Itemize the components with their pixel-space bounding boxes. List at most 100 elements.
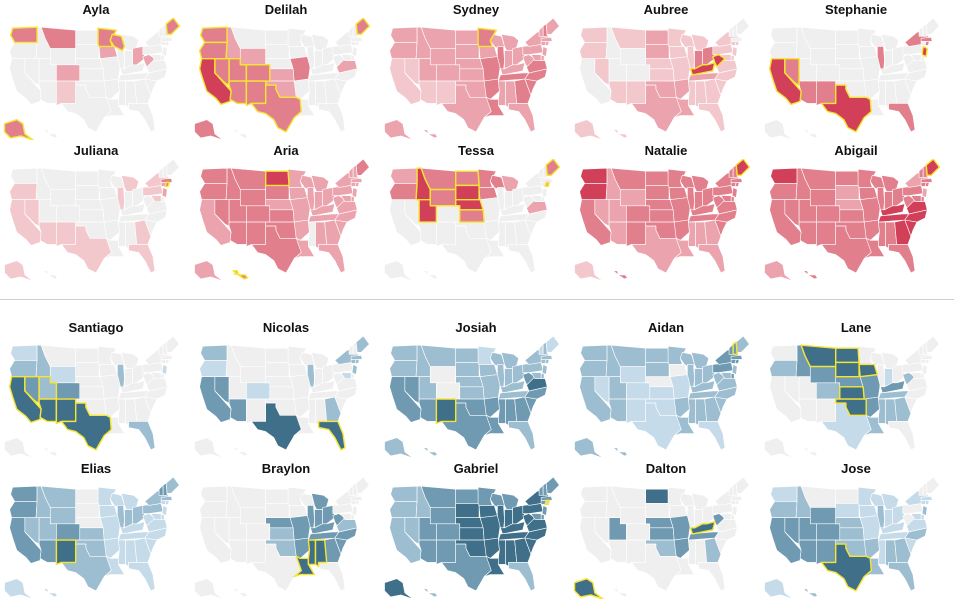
state-ks: [839, 209, 865, 223]
state-hi: [802, 447, 818, 457]
state-nd: [265, 488, 290, 504]
state-wv: [522, 513, 536, 527]
state-ak: [574, 437, 604, 458]
state-nj: [351, 364, 358, 375]
us-state-map: [194, 336, 370, 458]
state-me: [355, 477, 370, 494]
state-ar: [483, 219, 500, 241]
state-hi: [612, 270, 628, 280]
state-nm: [626, 80, 647, 106]
state-ok: [834, 398, 867, 417]
state-ar: [293, 396, 310, 418]
state-md: [150, 195, 162, 203]
state-or: [9, 183, 38, 200]
state-me: [545, 336, 560, 353]
state-oh: [892, 187, 906, 207]
state-oh: [892, 46, 906, 66]
state-wa: [580, 26, 608, 43]
state-md: [910, 513, 922, 521]
state-ak: [764, 119, 794, 140]
state-ks: [79, 209, 105, 223]
state-nm: [626, 398, 647, 424]
state-sd: [835, 185, 860, 200]
state-nj: [351, 187, 358, 198]
state-me: [355, 159, 370, 176]
state-nd: [455, 488, 480, 504]
state-ri: [544, 41, 550, 46]
state-or: [389, 42, 418, 59]
state-sd: [265, 503, 290, 518]
state-ma: [160, 178, 173, 183]
state-tx: [441, 543, 492, 592]
name-title: Josiah: [455, 320, 497, 335]
state-ks: [269, 386, 295, 400]
state-md: [150, 372, 162, 380]
state-ma: [540, 355, 553, 360]
state-me: [165, 336, 180, 353]
state-oh: [892, 505, 906, 525]
state-md: [150, 513, 162, 521]
section-divider: [0, 299, 954, 300]
state-tx: [251, 402, 302, 451]
state-wa: [10, 485, 38, 502]
state-tx: [441, 402, 492, 451]
state-ak: [3, 118, 34, 140]
state-co: [436, 382, 461, 400]
state-ri: [544, 499, 550, 506]
state-ks: [649, 68, 675, 82]
state-ms: [688, 80, 696, 106]
state-nc: [334, 209, 358, 223]
state-wy: [809, 48, 837, 66]
state-nm: [56, 221, 77, 247]
name-title: Lane: [840, 320, 872, 335]
state-ar: [293, 78, 310, 100]
state-vt: [348, 343, 354, 355]
state-de: [540, 196, 545, 203]
state-nc: [144, 209, 168, 223]
state-tx: [441, 225, 492, 274]
state-nj: [731, 46, 738, 57]
state-ks: [459, 386, 485, 400]
state-md: [720, 372, 732, 380]
name-title: Stephanie: [824, 2, 888, 17]
state-wy: [49, 189, 77, 207]
state-nd: [835, 488, 860, 504]
state-sd: [835, 44, 860, 59]
state-la: [863, 237, 885, 259]
state-nj: [541, 505, 548, 516]
state-md: [150, 54, 162, 62]
state-az: [418, 80, 437, 104]
state-ar: [293, 219, 310, 241]
state-ri: [924, 500, 930, 505]
state-de: [160, 514, 165, 521]
state-fl: [888, 421, 916, 451]
state-sd: [265, 44, 290, 59]
state-oh: [132, 187, 146, 207]
state-la: [673, 96, 695, 118]
state-oh: [702, 364, 716, 384]
state-ia: [858, 363, 879, 378]
state-wy: [49, 48, 77, 66]
state-de: [350, 373, 355, 380]
state-nc: [714, 527, 738, 541]
state-or: [579, 501, 608, 518]
state-nd: [455, 347, 480, 363]
state-or: [199, 360, 228, 377]
state-me: [735, 336, 750, 353]
state-wa: [10, 344, 38, 361]
state-me: [545, 18, 560, 35]
state-ms: [307, 539, 317, 566]
state-ne: [265, 199, 294, 211]
state-nd: [645, 488, 670, 504]
state-ak: [194, 119, 224, 140]
state-tx: [631, 84, 682, 133]
state-fl: [318, 562, 346, 592]
state-nm: [246, 221, 267, 247]
state-tx: [60, 402, 112, 451]
state-al: [314, 539, 328, 568]
state-oh: [702, 46, 716, 66]
state-md: [720, 195, 732, 203]
state-ak: [194, 578, 224, 599]
state-fl: [317, 420, 346, 451]
state-nm: [246, 539, 267, 565]
